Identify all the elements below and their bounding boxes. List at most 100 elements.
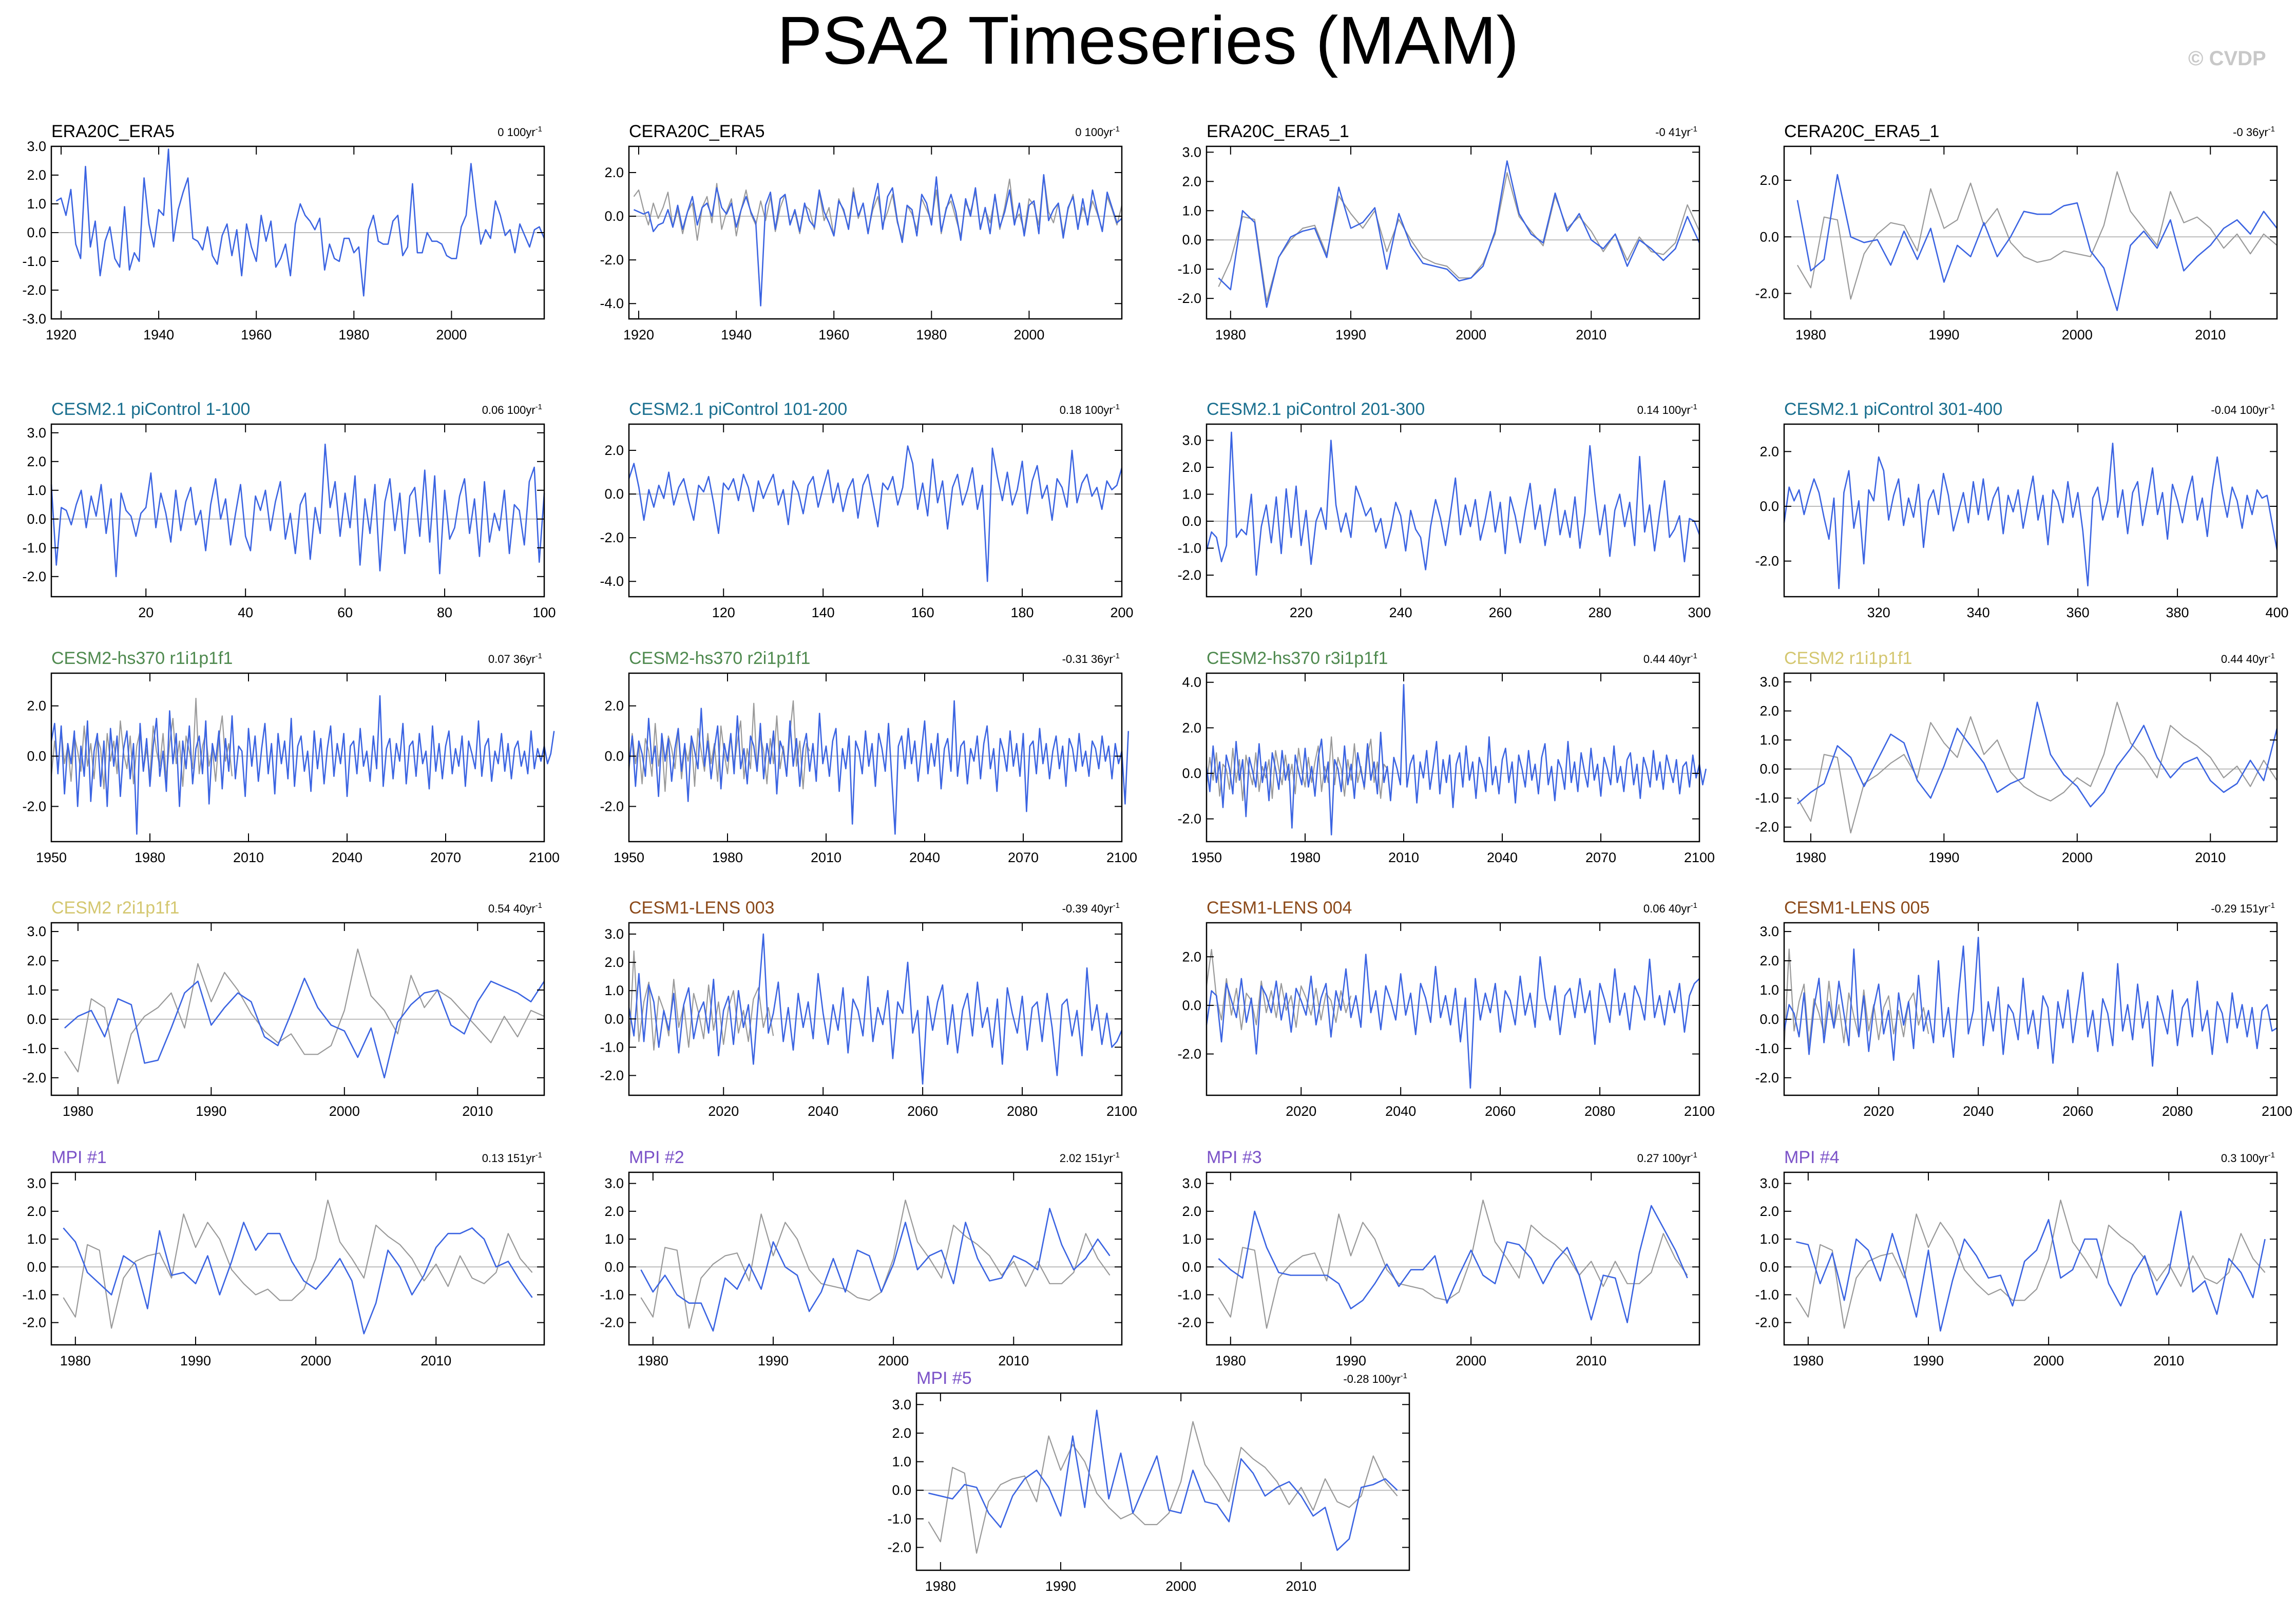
x-tick-label: 2080: [2162, 1104, 2193, 1119]
panel-stat-exponent: -1: [1113, 1151, 1120, 1159]
plot-frame: [1783, 1171, 2278, 1346]
x-tick-label: 2000: [436, 327, 467, 343]
x-tick-label: 1990: [180, 1353, 211, 1368]
y-tick-label: 2.0: [604, 443, 624, 458]
y-tick-label: -1.0: [22, 1287, 46, 1302]
panel-title: MPI #5: [916, 1368, 972, 1388]
y-tick-label: 3.0: [1759, 674, 1779, 690]
model-series-line: [1783, 937, 2278, 1067]
x-tick-label: 2010: [2195, 850, 2226, 865]
x-tick-label: 1980: [1795, 850, 1826, 865]
panel-title: CESM1-LENS 004: [1207, 898, 1352, 918]
y-tick-label: 1.0: [1759, 732, 1779, 748]
model-series-line: [1797, 701, 2278, 808]
y-tick-label: 3.0: [27, 1176, 46, 1191]
y-tick-label: 2.0: [1182, 460, 1201, 475]
y-tick-label: 3.0: [27, 425, 46, 441]
panel-stat: 0.14 100yr-1: [1637, 403, 1697, 416]
x-tick-label: 2010: [811, 850, 841, 865]
x-tick-label: 1980: [1215, 1353, 1246, 1368]
y-tick-label: 0.0: [604, 1011, 624, 1026]
x-tick-label: 1980: [916, 327, 947, 343]
y-tick-label: 2.0: [27, 454, 46, 469]
y-tick-label: 2.0: [27, 167, 46, 183]
x-tick-label: 2100: [529, 850, 560, 865]
y-tick-label: 1.0: [1182, 203, 1201, 218]
model-series-line: [55, 148, 545, 297]
panel-stat-exponent: -1: [535, 403, 542, 411]
plot-frame: [1206, 145, 1700, 320]
x-tick-label: 1990: [758, 1353, 789, 1368]
model-series-line: [1218, 160, 1700, 308]
panel-title: CESM2-hs370 r3i1p1f1: [1207, 649, 1388, 668]
panel-stat-exponent: -1: [1113, 652, 1120, 660]
x-tick-label: 120: [712, 605, 735, 620]
panel-stat-value: -0.04 100yr: [2211, 404, 2268, 416]
x-tick-label: 1980: [338, 327, 369, 343]
model-series-line: [1206, 954, 1700, 1089]
x-tick-label: 1940: [721, 327, 752, 343]
y-tick-label: -2.0: [22, 1315, 46, 1330]
y-tick-label: 4.0: [1182, 675, 1201, 690]
y-tick-label: 1.0: [604, 1231, 624, 1247]
timeseries-panel-11: CESM2-hs370 r3i1p1f1 0.44 40yr-1 4.0 2.0 0.0…: [1177, 649, 1715, 865]
panel-stat: 0.06 100yr-1: [482, 403, 542, 416]
x-tick-label: 1920: [46, 327, 76, 343]
timeseries-panel-10: CESM2-hs370 r2i1p1f1 -0.31 36yr-1 2.0 0.0 -2…: [600, 649, 1137, 865]
x-tick-label: 1940: [143, 327, 174, 343]
y-tick-label: 2.0: [604, 165, 624, 180]
x-tick-label: 2040: [1487, 850, 1518, 865]
timeseries-panel-7: CESM2.1 piControl 201-300 0.14 100yr-1 3.0…: [1177, 400, 1711, 620]
panel-stat: 2.02 151yr-1: [1060, 1151, 1120, 1165]
y-tick-label: -1.0: [22, 540, 46, 556]
plot-frame: [1783, 922, 2278, 1096]
y-tick-label: 1.0: [1182, 487, 1201, 502]
timeseries-panel-4: CERA20C_ERA5_1 -0 36yr-1 2.0 0.0 -2.0 1980 199…: [1755, 122, 2278, 343]
plot-frame: [50, 672, 545, 843]
x-tick-label: 2100: [1106, 850, 1137, 865]
y-tick-label: -2.0: [1177, 1047, 1201, 1062]
x-tick-label: 1920: [623, 327, 654, 343]
x-tick-label: 2010: [233, 850, 264, 865]
watermark-text: © CVDP: [2188, 47, 2266, 70]
x-tick-label: 2010: [1286, 1578, 1316, 1594]
y-tick-label: 3.0: [27, 924, 46, 939]
y-tick-label: -4.0: [600, 574, 624, 589]
panel-stat: 0.18 100yr-1: [1060, 403, 1120, 416]
y-tick-label: -1.0: [22, 254, 46, 269]
timeseries-panel-9: CESM2-hs370 r1i1p1f1 0.07 36yr-1 2.0 0.0 -2.…: [22, 649, 560, 865]
y-tick-label: -2.0: [1755, 820, 1779, 835]
timeseries-panel-3: ERA20C_ERA5_1 -0 41yr-1 3.0 2.0 1.0 0.0 -1.0 -2…: [1177, 122, 1700, 343]
model-series-line: [63, 1222, 533, 1335]
model-series-line: [628, 933, 1123, 1085]
panel-stat-exponent: -1: [1113, 901, 1120, 910]
plot-frame: [50, 1171, 545, 1346]
y-tick-label: 0.0: [1759, 229, 1779, 244]
obs-series-line: [1796, 701, 2278, 834]
x-tick-label: 2000: [1165, 1578, 1196, 1594]
plot-frame: [628, 145, 1123, 320]
x-tick-label: 2000: [1456, 1353, 1486, 1368]
x-tick-label: 60: [337, 605, 353, 620]
x-tick-label: 1980: [925, 1578, 956, 1594]
timeseries-panel-15: CESM1-LENS 004 0.06 40yr-1 2.0 0.0 -2.0 2020 2…: [1177, 898, 1715, 1119]
y-tick-label: -1.0: [887, 1511, 911, 1527]
panel-stat-value: 0.54 40yr: [488, 902, 535, 915]
obs-series-line: [63, 1200, 533, 1329]
panel-stat-value: 0.07 36yr: [488, 653, 535, 665]
x-tick-label: 1980: [63, 1104, 93, 1119]
y-tick-label: -2.0: [600, 798, 624, 814]
x-tick-label: 2010: [2195, 327, 2226, 343]
panel-stat-value: 0.06 100yr: [482, 404, 535, 416]
x-tick-label: 280: [1589, 605, 1612, 620]
y-tick-label: -2.0: [1755, 1315, 1779, 1330]
x-tick-label: 2000: [300, 1353, 331, 1368]
y-tick-label: 3.0: [1182, 1176, 1201, 1191]
y-tick-label: -2.0: [22, 798, 46, 814]
panel-stat-exponent: -1: [1691, 125, 1697, 134]
panel-stat-exponent: -1: [1401, 1372, 1407, 1380]
y-tick-label: 0.0: [1182, 513, 1201, 529]
timeseries-panel-18: MPI #2 2.02 151yr-1 3.0 2.0 1.0 0.0 -1.0 -2.0 19…: [600, 1148, 1123, 1368]
timeseries-panel-13: CESM2 r2i1p1f1 0.54 40yr-1 3.0 2.0 1.0 0.0 -1.…: [22, 898, 545, 1119]
model-series-line: [628, 445, 1123, 582]
